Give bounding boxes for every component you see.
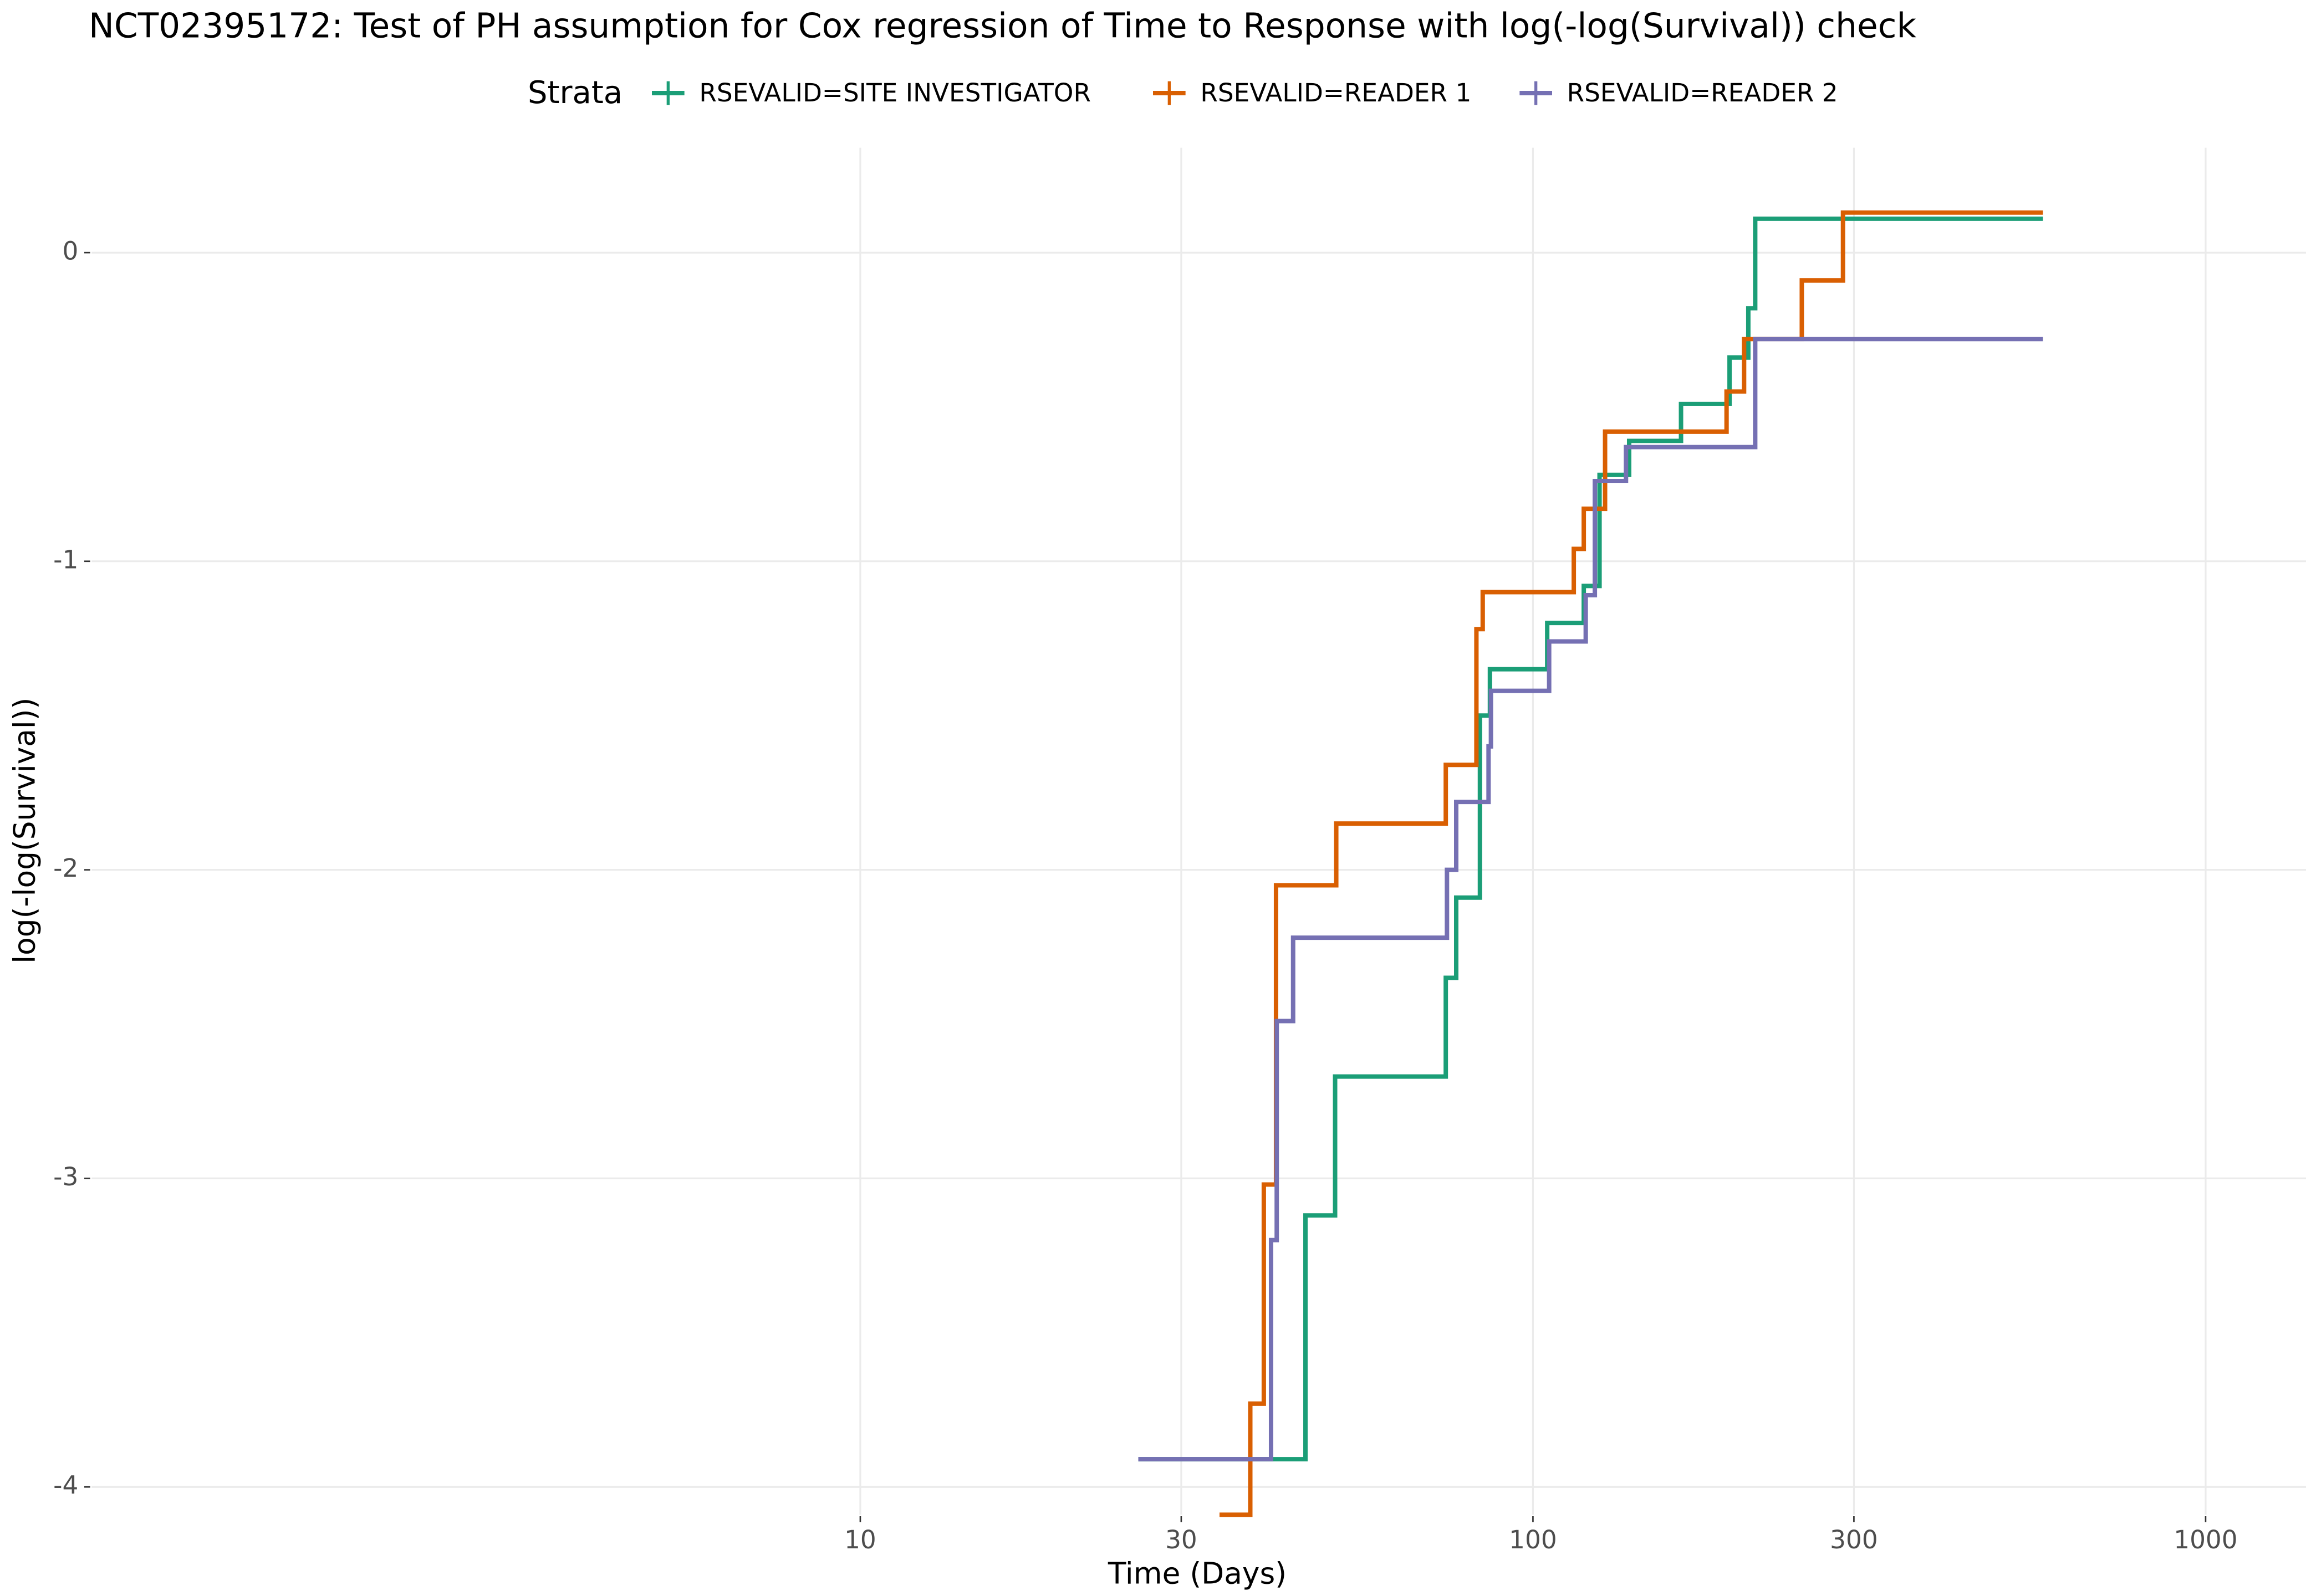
series-line [1138,216,2043,1462]
y-tick-label: -4 [53,1471,78,1500]
x-tick-label: 100 [1509,1525,1557,1554]
x-tick-label: 30 [1165,1525,1197,1554]
x-tick-label: 300 [1830,1525,1878,1554]
y-tick-label: -2 [53,853,78,883]
legend-title: Strata [528,75,623,111]
legend-label: RSEVALID=SITE INVESTIGATOR [699,78,1091,108]
x-axis-label: Time (Days) [1108,1556,1287,1590]
y-tick-label: -1 [53,545,78,574]
y-axis-label: log(-log(Survival)) [7,698,42,964]
series-line [1219,210,2043,1517]
x-tick-label: 10 [844,1525,876,1554]
series-line [1138,336,2043,1462]
x-tick-label: 1000 [2174,1525,2237,1554]
y-tick-label: 0 [62,236,78,265]
chart-title: NCT02395172: Test of PH assumption for C… [89,6,1916,45]
legend-label: RSEVALID=READER 1 [1200,78,1471,108]
y-tick-label: -3 [53,1162,78,1191]
legend-label: RSEVALID=READER 2 [1567,78,1838,108]
